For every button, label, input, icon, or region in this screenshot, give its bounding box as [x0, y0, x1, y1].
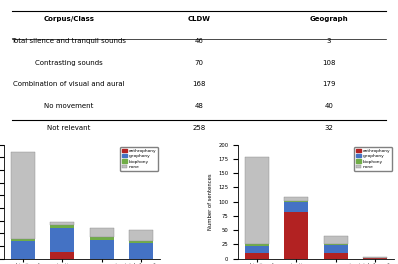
Bar — [51, 222, 74, 225]
Bar — [285, 212, 308, 259]
Bar — [51, 252, 74, 259]
Bar — [324, 236, 347, 244]
Bar — [245, 246, 269, 253]
Bar — [324, 253, 347, 259]
Bar — [285, 197, 308, 201]
Y-axis label: Number of sentences: Number of sentences — [208, 173, 213, 230]
Bar — [129, 230, 153, 241]
Legend: anthrophony, geophony, biophony, none: anthrophony, geophony, biophony, none — [120, 147, 158, 171]
Legend: anthrophony, geophony, biophony, none: anthrophony, geophony, biophony, none — [354, 147, 392, 171]
Bar — [129, 243, 153, 259]
Bar — [129, 241, 153, 243]
Bar — [51, 225, 74, 228]
Bar — [11, 152, 35, 239]
Bar — [245, 157, 269, 244]
Bar — [324, 244, 347, 245]
Bar — [90, 240, 113, 259]
Bar — [11, 241, 35, 259]
Bar — [285, 201, 308, 202]
Bar — [245, 244, 269, 246]
Bar — [90, 228, 113, 237]
Bar — [324, 245, 347, 253]
Bar — [363, 258, 387, 259]
Bar — [363, 257, 387, 258]
Bar — [11, 239, 35, 241]
Bar — [245, 253, 269, 259]
Bar — [90, 237, 113, 240]
Bar — [51, 228, 74, 252]
Bar — [285, 202, 308, 212]
